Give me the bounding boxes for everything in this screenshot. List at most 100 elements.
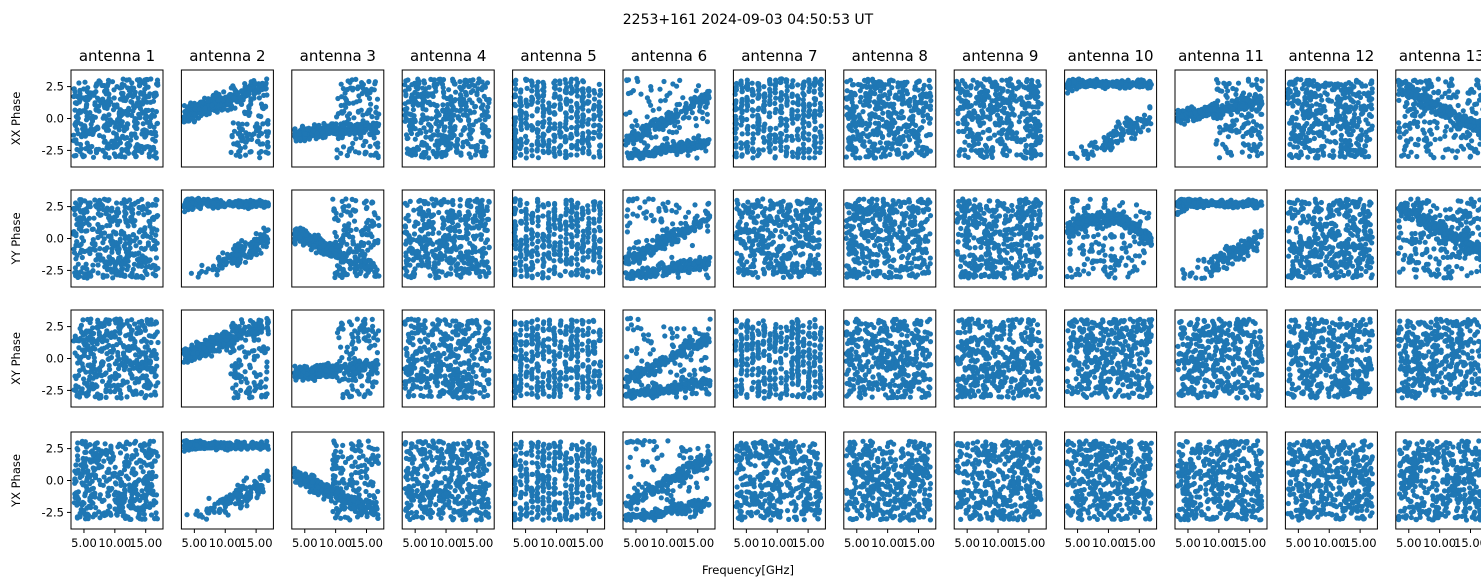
data-point: [761, 147, 766, 152]
data-point: [215, 110, 220, 115]
data-point: [592, 103, 597, 108]
scatter-panel: [1065, 70, 1157, 167]
data-point: [597, 127, 602, 132]
data-point: [1108, 142, 1113, 147]
data-point: [783, 117, 788, 122]
data-point: [1097, 83, 1102, 88]
data-point: [772, 101, 777, 106]
data-point: [880, 111, 885, 116]
data-point: [133, 154, 138, 159]
data-point: [1216, 80, 1221, 85]
data-point: [189, 116, 194, 121]
scatter-panel: [1175, 70, 1267, 167]
data-point: [997, 123, 1002, 128]
data-point: [851, 109, 856, 114]
data-point: [427, 100, 432, 105]
data-point: [968, 130, 973, 135]
data-point: [1254, 77, 1259, 82]
data-point: [479, 139, 484, 144]
data-point: [535, 130, 540, 135]
data-point: [1225, 150, 1230, 155]
data-point: [246, 91, 251, 96]
data-point: [1132, 136, 1137, 141]
data-point: [518, 117, 523, 122]
data-point: [1228, 128, 1233, 133]
data-point: [818, 109, 823, 114]
data-point: [83, 146, 88, 151]
data-point: [1364, 134, 1369, 139]
data-point: [1293, 78, 1298, 83]
data-point: [795, 133, 800, 138]
data-point: [459, 107, 464, 112]
data-point: [132, 103, 137, 108]
data-point: [575, 93, 580, 98]
data-point: [448, 145, 453, 150]
data-point: [1234, 128, 1239, 133]
data-point: [790, 121, 795, 126]
data-point: [1241, 141, 1246, 146]
data-point: [581, 146, 586, 151]
scatter-panel: 2.50.0-2.5: [42, 70, 163, 167]
data-point: [705, 112, 710, 117]
data-point: [745, 150, 750, 155]
data-point: [1075, 155, 1080, 160]
data-point: [142, 81, 147, 86]
data-point: [645, 144, 650, 149]
data-point: [1092, 81, 1097, 86]
data-point: [464, 93, 469, 98]
data-point: [234, 153, 239, 158]
data-point: [644, 129, 649, 134]
data-point: [750, 113, 755, 118]
data-point: [761, 128, 766, 133]
data-point: [761, 135, 766, 140]
data-point: [305, 127, 310, 132]
data-point: [428, 77, 433, 82]
data-point: [694, 155, 699, 160]
data-point: [968, 111, 973, 116]
data-point: [86, 97, 91, 102]
data-point: [1087, 79, 1092, 84]
data-point: [677, 125, 682, 130]
data-point: [546, 150, 551, 155]
data-point: [256, 129, 261, 134]
data-point: [541, 106, 546, 111]
data-point: [848, 78, 853, 83]
data-point: [453, 90, 458, 95]
data-point: [880, 135, 885, 140]
data-point: [553, 83, 558, 88]
data-point: [351, 86, 356, 91]
data-point: [563, 155, 568, 160]
data-point: [112, 95, 117, 100]
data-point: [1214, 141, 1219, 146]
data-point: [801, 103, 806, 108]
data-point: [247, 132, 252, 137]
data-point: [72, 89, 77, 94]
data-point: [71, 94, 76, 99]
data-point: [684, 110, 689, 115]
data-point: [115, 104, 120, 109]
data-point: [744, 95, 749, 100]
data-point: [341, 86, 346, 91]
data-point: [341, 144, 346, 149]
column-title: antenna 9: [962, 47, 1038, 65]
data-point: [148, 122, 153, 127]
data-point: [795, 155, 800, 160]
data-point: [1208, 107, 1213, 112]
row-y-label: XX Phase: [9, 92, 23, 146]
data-point: [552, 154, 557, 159]
data-point: [653, 117, 658, 122]
data-point: [784, 150, 789, 155]
data-point: [690, 104, 695, 109]
data-point: [1122, 120, 1127, 125]
data-point: [477, 98, 482, 103]
data-point: [265, 121, 270, 126]
data-point: [773, 90, 778, 95]
data-point: [1325, 92, 1330, 97]
data-point: [480, 113, 485, 118]
data-point: [513, 128, 518, 133]
data-point: [144, 128, 149, 133]
data-point: [1254, 123, 1259, 128]
data-point: [1185, 106, 1190, 111]
data-point: [1339, 137, 1344, 142]
data-point: [468, 136, 473, 141]
